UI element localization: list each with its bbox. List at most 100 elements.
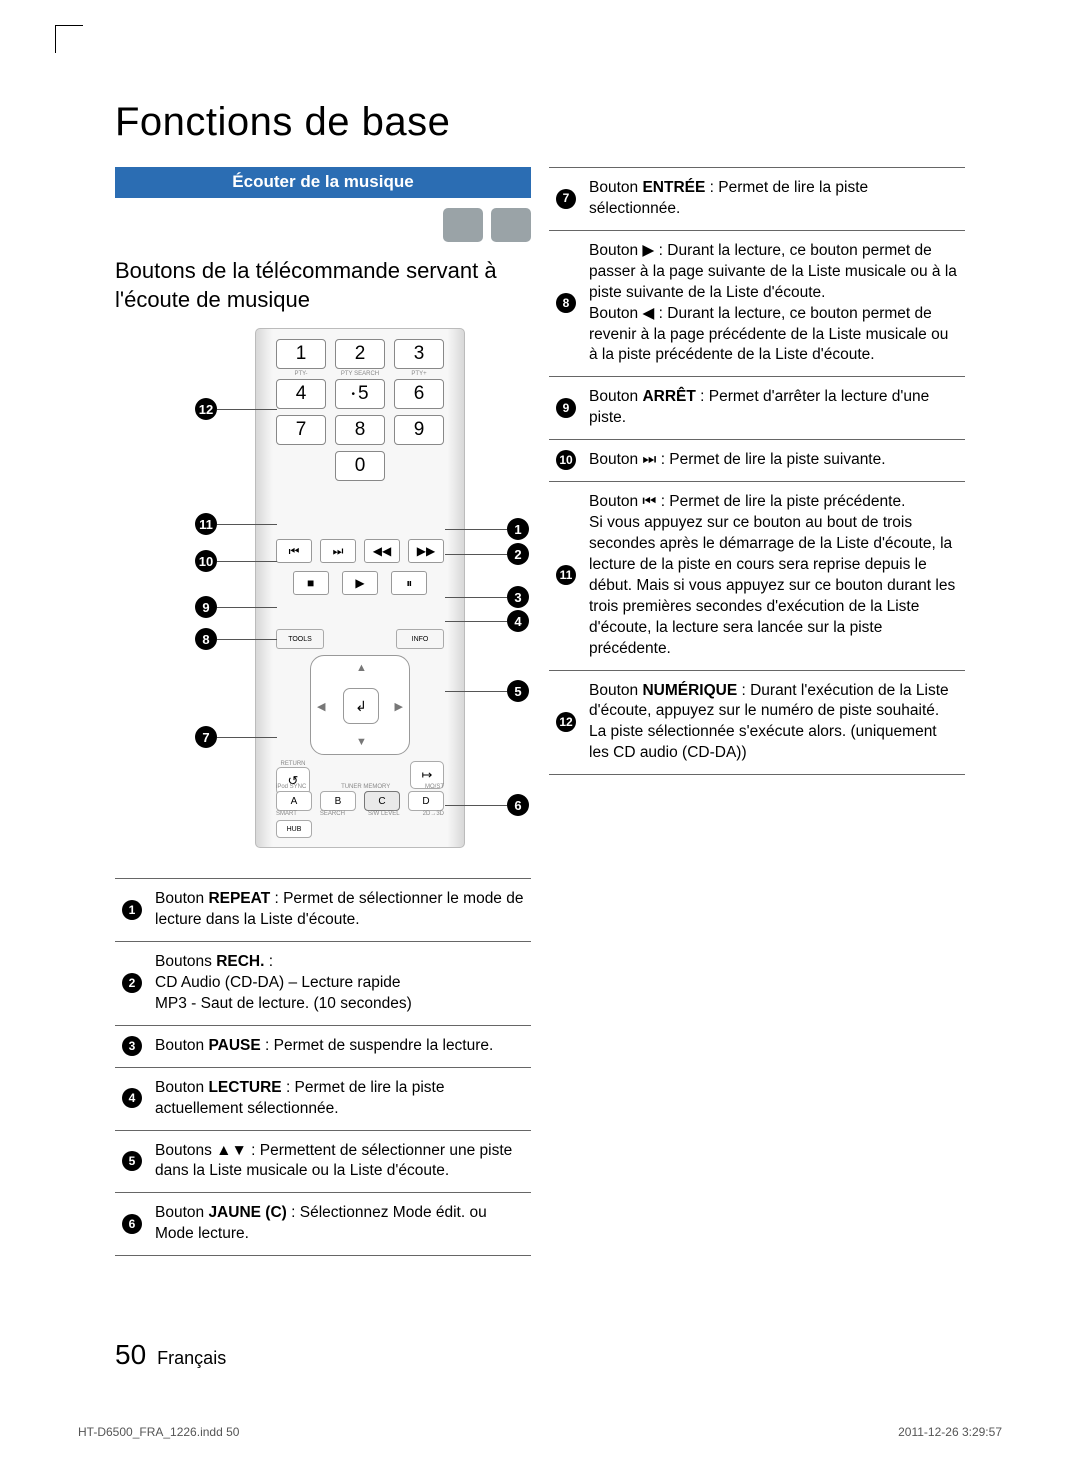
play-icon: ▶ bbox=[342, 571, 378, 595]
table-row: 9 Bouton ARRÊT : Permet d'arrêter la lect… bbox=[549, 377, 965, 440]
callout-circle: 4 bbox=[122, 1088, 142, 1108]
media-icon-row: ◎ Audio CD ♫ MP3/WMA bbox=[115, 208, 531, 247]
digit-5: •5 bbox=[335, 379, 385, 409]
color-row: iPod SYNC TUNER MEMORY MO/ST A B C D SMA… bbox=[276, 784, 444, 838]
callout-2: 2 bbox=[507, 543, 529, 565]
callout-circle: 10 bbox=[556, 450, 576, 470]
desc-cell: Bouton NUMÉRIQUE : Durant l'exécution de… bbox=[585, 670, 965, 775]
callout-circle: 11 bbox=[556, 565, 576, 585]
audio-cd-icon: ◎ Audio CD bbox=[443, 208, 483, 242]
callout-circle: 6 bbox=[122, 1214, 142, 1234]
desc-cell: Bouton ▶ : Durant la lecture, ce bouton … bbox=[585, 230, 965, 377]
desc-table-right: 7 Bouton ENTRÉE : Permet de lire la piste… bbox=[549, 167, 965, 775]
hub-button: HUB bbox=[276, 820, 312, 838]
callout-circle: 12 bbox=[556, 712, 576, 732]
digit-1: 1 bbox=[276, 339, 326, 369]
right-column: 7 Bouton ENTRÉE : Permet de lire la piste… bbox=[549, 167, 965, 1256]
desc-cell: Bouton REPEAT : Permet de sélectionner l… bbox=[151, 879, 531, 942]
print-file: HT-D6500_FRA_1226.indd 50 bbox=[78, 1425, 239, 1439]
chapter-title: Fonctions de base bbox=[115, 100, 965, 145]
table-row: 7 Bouton ENTRÉE : Permet de lire la piste… bbox=[549, 168, 965, 231]
callout-1: 1 bbox=[507, 518, 529, 540]
callout-circle: 7 bbox=[556, 189, 576, 209]
table-row: 3 Bouton PAUSE : Permet de suspendre la l… bbox=[115, 1025, 531, 1067]
digit-2: 2 bbox=[335, 339, 385, 369]
crop-mark bbox=[55, 25, 83, 53]
callout-4: 4 bbox=[507, 610, 529, 632]
stop-icon: ■ bbox=[293, 571, 329, 595]
color-a: A bbox=[276, 791, 312, 811]
callout-5: 5 bbox=[507, 680, 529, 702]
digit-7: 7 bbox=[276, 415, 326, 445]
color-c: C bbox=[364, 791, 400, 811]
subsection-title: Boutons de la télécommande servant à l'é… bbox=[115, 257, 531, 314]
callout-circle: 2 bbox=[122, 973, 142, 993]
desc-cell: Bouton ENTRÉE : Permet de lire la piste … bbox=[585, 168, 965, 231]
callout-circle: 1 bbox=[122, 900, 142, 920]
table-row: 5 Boutons ▲▼ : Permettent de sélectionner… bbox=[115, 1130, 531, 1193]
page-content: Fonctions de base Écouter de la musique … bbox=[115, 100, 965, 1256]
color-b: B bbox=[320, 791, 356, 811]
desc-cell: Bouton ⏮ : Permet de lire la piste précé… bbox=[585, 482, 965, 670]
prev-track-icon: ⏮ bbox=[276, 539, 312, 563]
digit-6: 6 bbox=[394, 379, 444, 409]
callout-11: 11 bbox=[195, 513, 217, 535]
remote-figure: 1 2 3 PTY- PTY SEARCH PTY+ 4 •5 6 bbox=[115, 328, 531, 848]
desc-cell: Bouton JAUNE (C) : Sélectionnez Mode édi… bbox=[151, 1193, 531, 1256]
callout-3: 3 bbox=[507, 586, 529, 608]
callout-circle: 5 bbox=[122, 1151, 142, 1171]
desc-cell: Bouton ⏭ : Permet de lire la piste suiva… bbox=[585, 440, 965, 482]
table-row: 6 Bouton JAUNE (C) : Sélectionnez Mode éd… bbox=[115, 1193, 531, 1256]
callout-circle: 9 bbox=[556, 398, 576, 418]
desc-cell: Boutons ▲▼ : Permettent de sélectionner … bbox=[151, 1130, 531, 1193]
mp3-wma-icon: ♫ MP3/WMA bbox=[491, 208, 531, 242]
next-track-icon: ⏭ bbox=[320, 539, 356, 563]
right-arrow-icon: ▶ bbox=[395, 700, 403, 713]
callout-10: 10 bbox=[195, 550, 217, 572]
callout-7: 7 bbox=[195, 726, 217, 748]
callout-6: 6 bbox=[507, 794, 529, 816]
remote-body: 1 2 3 PTY- PTY SEARCH PTY+ 4 •5 6 bbox=[255, 328, 465, 848]
section-bar: Écouter de la musique bbox=[115, 167, 531, 198]
page-lang: Français bbox=[157, 1348, 226, 1368]
down-arrow-icon: ▼ bbox=[356, 736, 367, 748]
table-row: 4 Bouton LECTURE : Permet de lire la pist… bbox=[115, 1067, 531, 1130]
keypad: 1 2 3 PTY- PTY SEARCH PTY+ 4 •5 6 bbox=[276, 339, 444, 487]
callout-9: 9 bbox=[195, 596, 217, 618]
desc-cell: Boutons RECH. :CD Audio (CD-DA) – Lectur… bbox=[151, 942, 531, 1026]
digit-0: 0 bbox=[335, 451, 385, 481]
digit-8: 8 bbox=[335, 415, 385, 445]
left-column: Écouter de la musique ◎ Audio CD ♫ MP3/W… bbox=[115, 167, 531, 1256]
desc-table-left: 1 Bouton REPEAT : Permet de sélectionner … bbox=[115, 878, 531, 1256]
digit-9: 9 bbox=[394, 415, 444, 445]
info-button: INFO bbox=[396, 629, 444, 649]
callout-circle: 3 bbox=[122, 1036, 142, 1056]
table-row: 12 Bouton NUMÉRIQUE : Durant l'exécution … bbox=[549, 670, 965, 775]
page-footer: 50 Français bbox=[115, 1339, 226, 1371]
desc-cell: Bouton LECTURE : Permet de lire la piste… bbox=[151, 1067, 531, 1130]
table-row: 1 Bouton REPEAT : Permet de sélectionner … bbox=[115, 879, 531, 942]
digit-3: 3 bbox=[394, 339, 444, 369]
rewind-icon: ◀◀ bbox=[364, 539, 400, 563]
table-row: 10 Bouton ⏭ : Permet de lire la piste sui… bbox=[549, 440, 965, 482]
pause-icon: ⏸ bbox=[391, 571, 427, 595]
table-row: 2 Boutons RECH. :CD Audio (CD-DA) – Lectu… bbox=[115, 942, 531, 1026]
tools-button: TOOLS bbox=[276, 629, 324, 649]
transport: ⏮ ⏭ ◀◀ ▶▶ ■ ▶ ⏸ bbox=[276, 539, 444, 603]
page-number: 50 bbox=[115, 1339, 146, 1370]
callout-8: 8 bbox=[195, 628, 217, 650]
enter-button: ↲ bbox=[343, 688, 379, 724]
callout-12: 12 bbox=[195, 398, 217, 420]
desc-cell: Bouton ARRÊT : Permet d'arrêter la lectu… bbox=[585, 377, 965, 440]
ffwd-icon: ▶▶ bbox=[408, 539, 444, 563]
print-footer: HT-D6500_FRA_1226.indd 50 2011-12-26 3:2… bbox=[78, 1425, 1002, 1439]
left-arrow-icon: ◀ bbox=[317, 700, 325, 713]
dpad-area: TOOLS INFO ▲ ▼ ◀ ▶ ↲ RETURN bbox=[276, 629, 444, 795]
digit-4: 4 bbox=[276, 379, 326, 409]
desc-cell: Bouton PAUSE : Permet de suspendre la le… bbox=[151, 1025, 531, 1067]
callout-circle: 8 bbox=[556, 293, 576, 313]
color-d: D bbox=[408, 791, 444, 811]
up-arrow-icon: ▲ bbox=[356, 662, 367, 674]
print-stamp: 2011-12-26 3:29:57 bbox=[898, 1425, 1002, 1439]
table-row: 11 Bouton ⏮ : Permet de lire la piste pré… bbox=[549, 482, 965, 670]
